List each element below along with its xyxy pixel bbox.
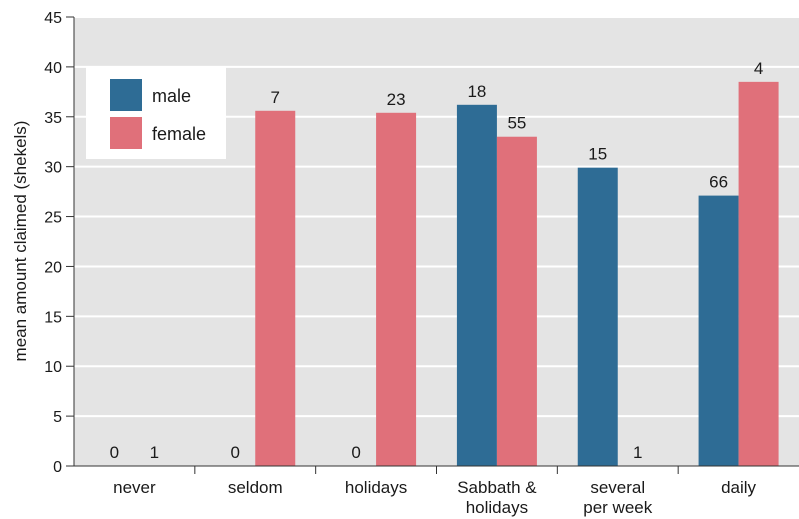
bars <box>255 81 779 467</box>
y-tick-label: 0 <box>53 459 62 476</box>
y-tick-label: 20 <box>44 259 62 276</box>
x-tick-label: holidays <box>345 478 407 497</box>
x-tick-label-line: holidays <box>466 498 528 517</box>
y-tick-label: 45 <box>44 10 62 27</box>
x-tick-label-line: holidays <box>345 478 407 497</box>
y-tick-label: 10 <box>44 359 62 376</box>
x-axis: never seldom holidays Sabbath & holidaysseve… <box>74 465 799 517</box>
y-axis-label: mean amount claimed (shekels) <box>11 121 30 362</box>
count-label-female: 1 <box>633 443 642 462</box>
bar-female <box>376 112 417 466</box>
count-label-male: 0 <box>231 443 240 462</box>
count-label-male: 15 <box>588 145 607 164</box>
count-label-female: 23 <box>387 90 406 109</box>
count-label-male: 18 <box>467 82 486 101</box>
y-tick-label: 15 <box>44 309 62 326</box>
bar-female <box>496 136 537 466</box>
count-label-female: 1 <box>150 443 159 462</box>
y-axis: 0 5 10 15 20 25 30 35 40 45 <box>44 10 75 476</box>
count-label-female: 7 <box>271 88 280 107</box>
x-tick-label-line: per week <box>583 498 652 517</box>
gridlines <box>74 16 799 418</box>
legend: male female <box>86 67 226 159</box>
count-label-male: 0 <box>110 443 119 462</box>
bar-male <box>698 195 739 466</box>
x-tick-label: seldom <box>228 478 283 497</box>
y-tick-label: 30 <box>44 160 62 177</box>
x-tick-label-line: seldom <box>228 478 283 497</box>
x-tick-label: Sabbath & holidays <box>457 478 537 517</box>
y-tick-label: 5 <box>53 409 62 426</box>
bar-female <box>738 81 779 466</box>
x-tick-label-line: daily <box>721 478 756 497</box>
x-tick-label-line: Sabbath & <box>457 478 537 497</box>
x-tick-label-line: never <box>113 478 156 497</box>
legend-label-female: female <box>152 124 206 144</box>
legend-swatch-female <box>110 117 142 149</box>
x-tick-label: several per week <box>583 478 652 517</box>
x-tick-label-line: several <box>590 478 645 497</box>
count-label-male: 66 <box>709 173 728 192</box>
y-tick-label: 40 <box>44 60 62 77</box>
x-tick-label: never <box>113 478 156 497</box>
bar-male <box>456 104 497 466</box>
bar-male <box>577 167 618 467</box>
legend-swatch-male <box>110 79 142 111</box>
count-label-female: 55 <box>507 114 526 133</box>
y-tick-label: 35 <box>44 110 62 127</box>
x-tick-label: daily <box>721 478 756 497</box>
y-tick-label: 25 <box>44 210 62 227</box>
count-label-male: 0 <box>351 443 360 462</box>
bar-count-labels: 0 1 0 7 0 23 18 55 15 1 66 4 <box>110 59 764 462</box>
legend-box <box>86 67 226 159</box>
bar-female <box>255 110 296 467</box>
count-label-female: 4 <box>754 59 763 78</box>
legend-label-male: male <box>152 86 191 106</box>
